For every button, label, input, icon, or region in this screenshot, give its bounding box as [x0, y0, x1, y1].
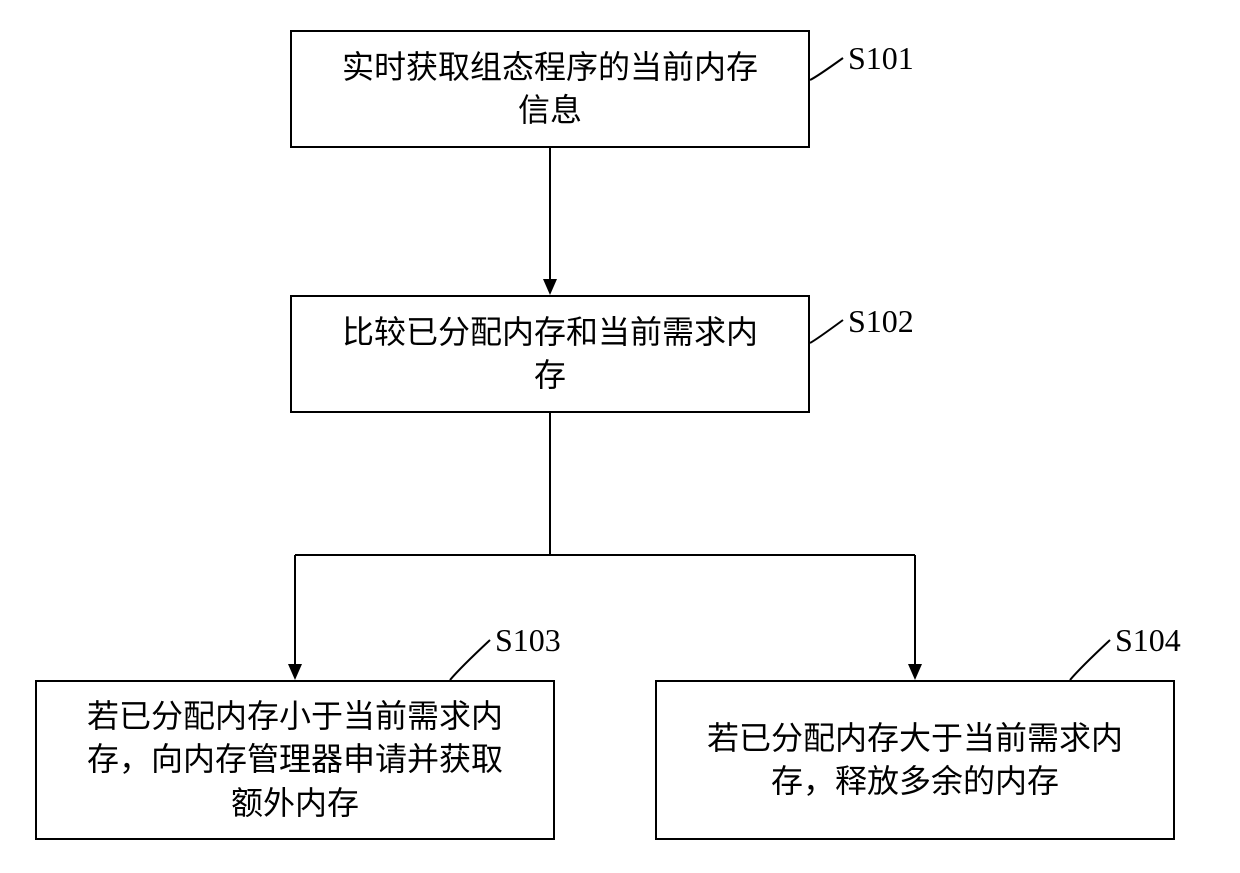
step-label-s104: S104 — [1115, 622, 1181, 659]
step-text-s102: 比较已分配内存和当前需求内存 — [342, 311, 758, 397]
step-text-s101: 实时获取组态程序的当前内存信息 — [342, 46, 758, 132]
step-label-s103: S103 — [495, 622, 561, 659]
step-label-s101: S101 — [848, 40, 914, 77]
step-text-s104: 若已分配内存大于当前需求内存，释放多余的内存 — [707, 717, 1123, 803]
step-box-s103: 若已分配内存小于当前需求内存，向内存管理器申请并获取额外内存 — [35, 680, 555, 840]
step-text-s103: 若已分配内存小于当前需求内存，向内存管理器申请并获取额外内存 — [87, 695, 503, 825]
step-box-s104: 若已分配内存大于当前需求内存，释放多余的内存 — [655, 680, 1175, 840]
step-box-s101: 实时获取组态程序的当前内存信息 — [290, 30, 810, 148]
step-label-s102: S102 — [848, 303, 914, 340]
step-box-s102: 比较已分配内存和当前需求内存 — [290, 295, 810, 413]
flowchart-canvas: 实时获取组态程序的当前内存信息 S101 比较已分配内存和当前需求内存 S102… — [0, 0, 1240, 873]
